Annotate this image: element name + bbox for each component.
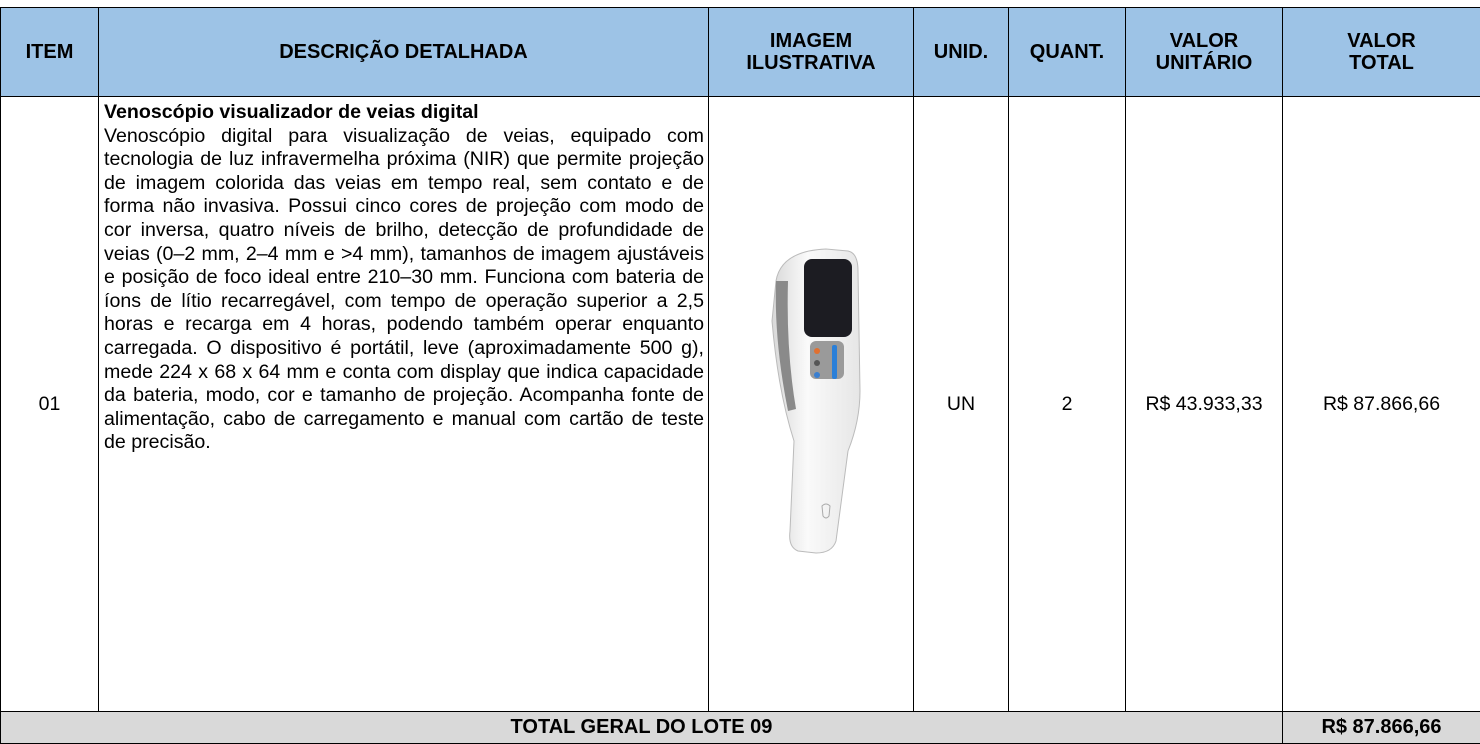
quantity: 2	[1008, 96, 1126, 712]
item-title: Venoscópio visualizador de veias digital	[104, 101, 479, 123]
item-row: 01 Venoscópio visualizador de veias digi…	[0, 96, 1480, 712]
item-number: 01	[0, 96, 99, 712]
description-cell: Venoscópio visualizador de veias digital…	[98, 96, 709, 712]
device-image	[771, 248, 861, 554]
header-cell: VALOR UNITÁRIO	[1125, 7, 1283, 97]
unit: UN	[913, 96, 1009, 712]
total-row: TOTAL GERAL DO LOTE 09 R$ 87.866,66	[0, 711, 1480, 744]
header-cell: VALOR TOTAL	[1282, 7, 1480, 97]
header-cell: IMAGEM ILUSTRATIVA	[708, 7, 914, 97]
image-cell	[708, 96, 914, 712]
header-cell: UNID.	[913, 7, 1009, 97]
unit-value: R$ 43.933,33	[1125, 96, 1283, 712]
total-amount: R$ 87.866,66	[1282, 711, 1480, 744]
header-cell: ITEM	[0, 7, 99, 97]
price-table: ITEM DESCRIÇÃO DETALHADA IMAGEM ILUSTRAT…	[0, 7, 1480, 744]
header-cell: QUANT.	[1008, 7, 1126, 97]
header-row: ITEM DESCRIÇÃO DETALHADA IMAGEM ILUSTRAT…	[0, 7, 1480, 97]
total-label: TOTAL GERAL DO LOTE 09	[0, 711, 1283, 744]
total-value: R$ 87.866,66	[1282, 96, 1480, 712]
header-cell: DESCRIÇÃO DETALHADA	[98, 7, 709, 97]
item-description: Venoscópio digital para visualização de …	[104, 124, 704, 454]
